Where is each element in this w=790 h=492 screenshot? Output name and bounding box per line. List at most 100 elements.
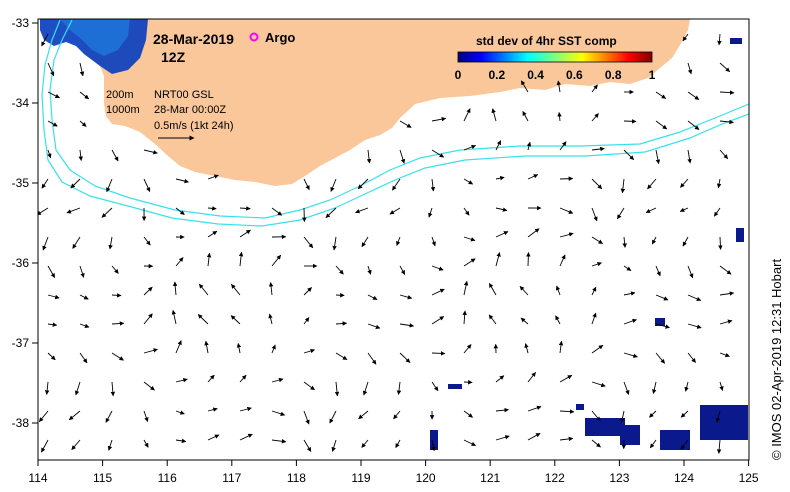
current-vector (268, 313, 273, 325)
current-vector (204, 340, 209, 354)
current-vector (239, 374, 247, 383)
current-vector (687, 265, 694, 279)
current-vector (362, 381, 369, 396)
current-vector (79, 323, 90, 328)
current-vector (66, 207, 81, 214)
current-vector (47, 322, 58, 327)
lat-tick-label: -38 (12, 416, 30, 430)
current-vector (396, 381, 402, 395)
current-vector (303, 381, 315, 391)
current-vector (206, 252, 212, 267)
current-vectors (38, 33, 735, 454)
current-vector (718, 236, 723, 250)
current-vector (463, 144, 477, 151)
current-vector (143, 178, 151, 193)
current-vector (623, 149, 635, 161)
current-vector (559, 207, 574, 214)
current-vector (555, 315, 561, 325)
argo-label: Argo (265, 30, 295, 45)
current-vector (591, 312, 597, 325)
current-vector (495, 435, 510, 441)
current-vector (591, 178, 603, 190)
current-vector (47, 149, 52, 159)
current-vector (679, 207, 689, 212)
current-vector (655, 149, 661, 165)
current-vector (431, 316, 445, 325)
current-vector (268, 282, 274, 296)
lon-tick-label: 115 (93, 471, 112, 485)
current-vector (198, 283, 209, 296)
current-vector (44, 381, 50, 395)
current-vector (719, 149, 729, 160)
current-vector (687, 62, 693, 75)
lat-tick-label: -36 (12, 256, 30, 270)
colorbar-tick-label: 0 (455, 68, 462, 82)
current-vector (680, 439, 689, 450)
current-vector (399, 323, 415, 328)
current-vector (108, 236, 113, 250)
current-vector (399, 120, 412, 128)
current-vector (303, 287, 312, 296)
current-vector (719, 62, 731, 73)
argo-marker (249, 32, 259, 42)
current-vector (527, 405, 542, 412)
lon-tick-label: 122 (545, 471, 565, 485)
current-vector (105, 410, 113, 423)
current-vector (172, 281, 178, 296)
current-vector (522, 111, 529, 122)
current-vector (527, 432, 541, 441)
current-vector (520, 80, 529, 93)
product-time: 28-Mar 00:00Z (154, 104, 226, 116)
current-vector (207, 230, 218, 238)
current-vector (649, 439, 657, 449)
current-vector (331, 439, 337, 452)
current-vector (620, 410, 625, 423)
current-vector (687, 120, 700, 130)
current-vector (399, 265, 406, 275)
current-vector (591, 410, 601, 422)
current-vector (591, 381, 606, 388)
current-vector (431, 265, 444, 271)
current-vector (719, 265, 732, 275)
current-vector (207, 174, 219, 180)
current-vector (527, 228, 540, 238)
current-vector (101, 207, 113, 218)
current-vector (111, 149, 119, 162)
current-vector (431, 351, 446, 356)
current-vector (207, 374, 215, 383)
current-vector (558, 340, 564, 354)
current-vector (684, 381, 689, 392)
current-vector (361, 439, 369, 448)
current-vector (207, 434, 220, 441)
current-vector (655, 91, 667, 99)
current-vector (655, 265, 661, 277)
current-vector (463, 178, 474, 185)
current-vector (358, 410, 369, 420)
current-vector (687, 149, 692, 164)
current-vector (335, 265, 344, 275)
current-vector (649, 410, 657, 418)
depth-200-label: 200m (106, 89, 134, 101)
current-vector (559, 254, 566, 267)
current-vector (47, 294, 60, 300)
current-vector (488, 283, 497, 296)
current-vector (303, 178, 310, 191)
current-vector (143, 149, 158, 155)
current-vector (620, 178, 626, 194)
credit-label: © IMOS 02-Apr-2019 12:31 Hobart (769, 259, 784, 460)
colorbar-tick-label: 0.4 (527, 68, 544, 82)
current-vector (335, 321, 348, 326)
current-vector (463, 410, 473, 418)
current-vector (623, 291, 636, 296)
current-vector (361, 236, 369, 248)
current-vector (719, 291, 735, 296)
current-vector (399, 352, 411, 363)
current-vector (527, 372, 536, 383)
current-vector (41, 439, 49, 453)
current-vector (395, 439, 401, 448)
current-vector (655, 294, 669, 301)
colorbar-tick-label: 0.8 (605, 68, 622, 82)
current-vector (495, 375, 505, 383)
current-vector (106, 178, 113, 193)
